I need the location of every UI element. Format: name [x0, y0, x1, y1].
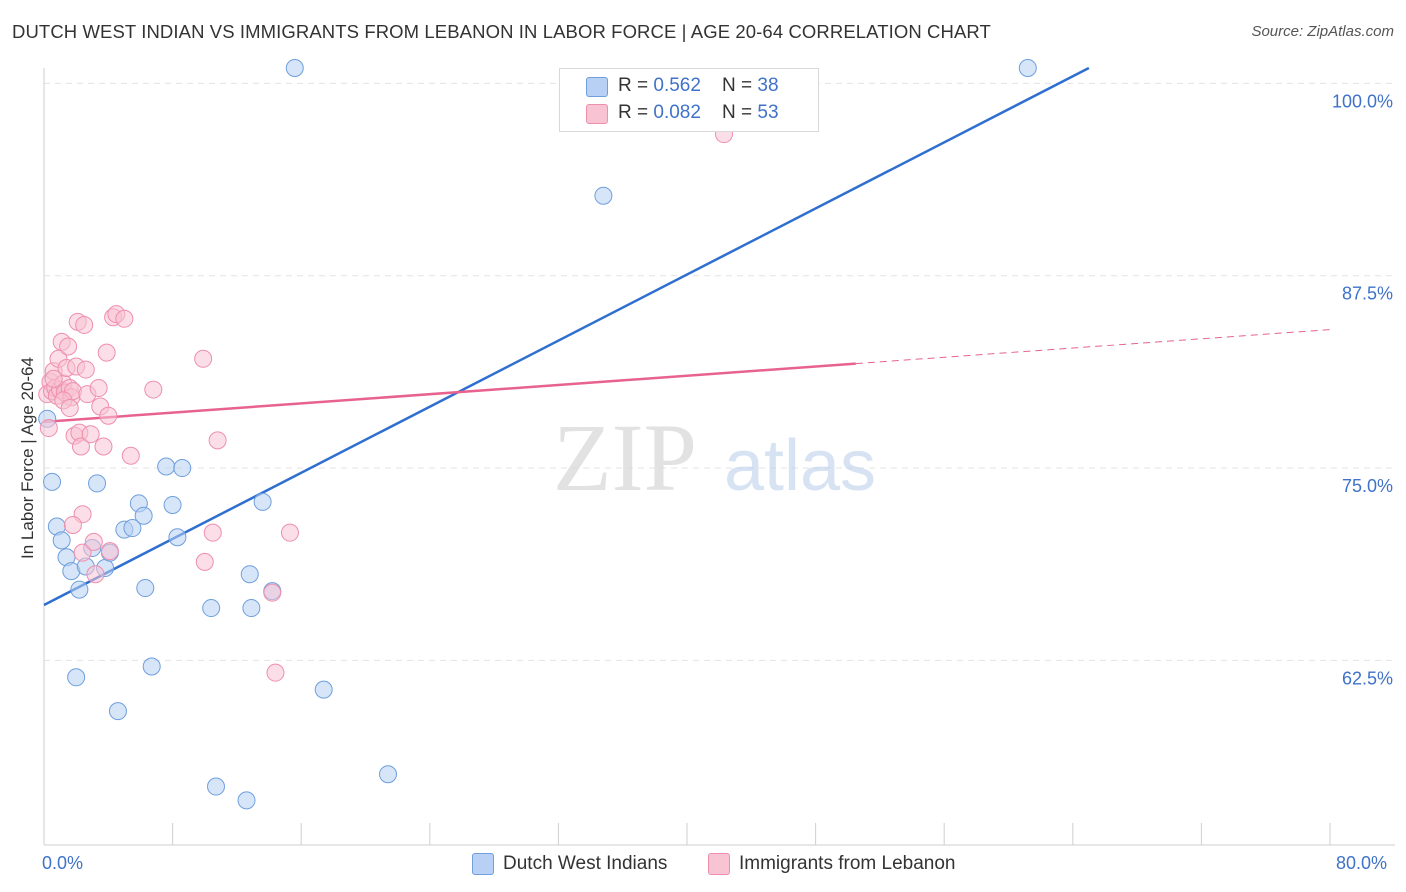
scatter-point [202, 599, 221, 618]
points-layer [38, 59, 1037, 810]
scatter-point [73, 543, 92, 562]
scatter-point [194, 349, 213, 368]
scatter-point [1018, 59, 1037, 77]
scatter-point [136, 579, 155, 598]
y-tick-label: 75.0% [1342, 476, 1393, 496]
y-tick-labels: 62.5% 75.0% 87.5% 100.0% [1332, 91, 1393, 688]
scatter-point [195, 552, 214, 571]
legend-text: R = 0.082 N = 53 [618, 102, 779, 124]
chart-title: DUTCH WEST INDIAN VS IMMIGRANTS FROM LEB… [12, 21, 991, 42]
x-tick-label-max: 80.0% [1336, 853, 1388, 873]
y-tick-label: 87.5% [1342, 284, 1393, 304]
series-swatch-pink [708, 853, 730, 875]
scatter-point [59, 337, 78, 356]
scatter-point [86, 565, 105, 584]
series-legend-label: Immigrants from Lebanon [739, 853, 956, 874]
axis-layer [43, 68, 1395, 846]
scatter-point [123, 519, 142, 538]
scatter-point [89, 379, 108, 398]
scatter-point [263, 583, 282, 602]
scatter-point [88, 474, 107, 493]
scatter-point [67, 668, 86, 687]
legend-r-label: R = [618, 75, 654, 96]
scatter-point [314, 680, 333, 699]
scatter-point [173, 459, 192, 478]
watermark-zip: ZIP [553, 404, 697, 511]
trend-line [43, 66, 1090, 607]
scatter-point [163, 495, 182, 514]
scatter-point [242, 599, 261, 618]
legend-text: R = 0.562 N = 38 [618, 75, 779, 97]
scatter-point [84, 532, 103, 551]
scatter-point [237, 791, 256, 810]
legend-r-value: 0.562 [653, 75, 701, 96]
legend-swatch-pink [586, 104, 608, 124]
scatter-point [108, 702, 127, 721]
scatter-point [99, 406, 118, 425]
scatter-point [208, 431, 227, 450]
scatter-point [43, 472, 62, 491]
scatter-point [75, 315, 94, 334]
source-label: Source: ZipAtlas.com [1251, 23, 1394, 40]
series-swatch-blue [472, 853, 494, 875]
legend-n-value: 38 [757, 75, 779, 96]
scatter-point [60, 399, 79, 418]
trend-line [43, 362, 856, 424]
scatter-point [100, 542, 119, 561]
legend-r-label: R = [618, 102, 654, 123]
scatter-point [379, 765, 398, 784]
scatter-point [253, 492, 272, 511]
legend-r-value: 0.082 [653, 102, 701, 123]
series-legend-label: Dutch West Indians [503, 853, 668, 874]
scatter-point [39, 419, 58, 438]
scatter-point [44, 369, 63, 388]
y-tick-label: 100.0% [1332, 91, 1393, 111]
scatter-point [207, 777, 226, 796]
watermark: ZIP atlas [553, 404, 876, 511]
scatter-point [94, 437, 113, 456]
scatter-point [71, 437, 90, 456]
scatter-point [70, 580, 89, 599]
scatter-point [81, 425, 100, 444]
watermark-atlas: atlas [724, 426, 876, 506]
scatter-point [134, 506, 153, 525]
scatter-point [168, 528, 187, 547]
scatter-point [142, 657, 161, 676]
scatter-point [144, 380, 163, 399]
scatter-point [240, 565, 259, 584]
legend-n-value: 53 [757, 102, 779, 123]
scatter-point [115, 309, 134, 328]
legend-n-label: N = [722, 75, 758, 96]
scatter-point [76, 360, 95, 379]
trend-line-extension [855, 329, 1331, 365]
scatter-point [121, 446, 140, 465]
y-tick-label: 62.5% [1342, 668, 1393, 688]
legend-swatch-blue [586, 77, 608, 97]
x-tick-label-min: 0.0% [42, 853, 84, 873]
scatter-point [280, 523, 299, 542]
scatter-point [594, 186, 613, 205]
scatter-point [285, 59, 304, 77]
scatter-point [63, 515, 82, 534]
scatter-point [266, 663, 285, 682]
grid-layer [44, 82, 1395, 661]
stats-legend: R = 0.562 N = 38 R = 0.082 N = 53 [559, 68, 819, 132]
scatter-point [157, 457, 176, 476]
scatter-point [203, 523, 222, 542]
legend-n-label: N = [722, 102, 758, 123]
trend-layer [43, 66, 1331, 607]
scatter-point [97, 343, 116, 362]
scatter-point [52, 531, 71, 550]
